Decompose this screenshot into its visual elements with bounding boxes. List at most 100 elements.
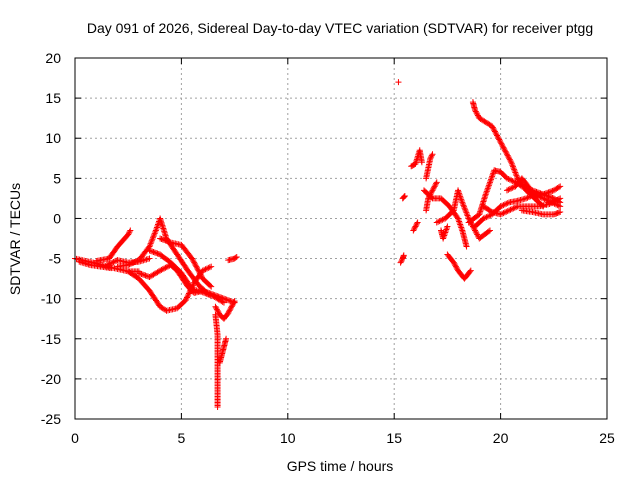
data-point [413, 220, 420, 227]
data-point [214, 403, 221, 410]
data-point [551, 198, 558, 205]
data-point [484, 213, 491, 220]
y-tick-label: -5 [49, 251, 62, 267]
data-point [401, 193, 408, 200]
data-point [150, 249, 157, 256]
data-point [501, 147, 508, 154]
data-point [163, 238, 170, 245]
data-point [506, 186, 513, 193]
data-point [549, 187, 556, 194]
data-point [483, 214, 490, 221]
data-point [451, 260, 458, 267]
data-point [149, 234, 156, 241]
data-point [162, 237, 169, 244]
data-point [507, 157, 514, 164]
data-point [159, 266, 166, 273]
data-point [147, 248, 154, 255]
x-tick-label: 15 [386, 430, 402, 446]
data-point [507, 206, 514, 213]
data-point [511, 166, 518, 173]
data-point [557, 203, 564, 210]
data-point [482, 191, 489, 198]
data-point [225, 310, 232, 317]
data-point [189, 256, 196, 263]
data-point [510, 205, 517, 212]
data-point [208, 263, 215, 270]
data-point [491, 127, 498, 134]
data-point [494, 132, 501, 139]
data-point [395, 79, 402, 86]
data-point [125, 231, 132, 238]
data-point [511, 204, 518, 211]
data-point [152, 228, 159, 235]
data-point [454, 214, 461, 221]
data-point [157, 235, 164, 242]
data-point [161, 237, 168, 244]
data-point [412, 223, 419, 230]
data-point [226, 297, 233, 304]
data-point [485, 183, 492, 190]
data-point [428, 188, 435, 195]
data-point [191, 259, 198, 266]
data-point [496, 136, 503, 143]
data-point [481, 214, 488, 221]
data-point [214, 307, 221, 314]
data-point [411, 226, 418, 233]
data-point [212, 303, 219, 310]
y-axis-label: SDTVAR / TECUs [7, 183, 23, 295]
data-point [512, 170, 519, 177]
data-point [193, 263, 200, 270]
data-point [198, 272, 205, 279]
data-point [149, 236, 156, 243]
data-point [486, 227, 493, 234]
data-point [135, 269, 142, 276]
data-point [110, 258, 117, 265]
data-point [523, 195, 530, 202]
data-point [472, 108, 479, 115]
data-point [183, 295, 190, 302]
data-point [463, 209, 470, 216]
data-point [450, 259, 457, 266]
data-point [548, 188, 555, 195]
data-point [511, 168, 518, 175]
x-tick-label: 25 [599, 430, 615, 446]
data-point [463, 211, 470, 218]
data-point [496, 137, 503, 144]
data-point [499, 141, 506, 148]
data-point [148, 237, 155, 244]
data-point [524, 194, 531, 201]
data-point [508, 185, 515, 192]
data-point [220, 299, 227, 306]
data-point [456, 219, 463, 226]
data-point [508, 206, 515, 213]
y-tick-label: 20 [45, 50, 61, 66]
data-point [506, 176, 513, 183]
data-point [203, 290, 210, 297]
data-point [435, 218, 442, 225]
data-point [504, 152, 511, 159]
data-point [207, 282, 214, 289]
data-point [500, 202, 507, 209]
data-point [458, 225, 465, 232]
data-point [205, 264, 212, 271]
data-point [147, 240, 154, 247]
data-point [133, 258, 140, 265]
data-point [486, 179, 493, 186]
data-point [465, 213, 472, 220]
data-point [462, 208, 469, 215]
data-point [554, 202, 561, 209]
data-point [503, 208, 510, 215]
data-point [149, 248, 156, 255]
data-point [458, 224, 465, 231]
data-point [453, 264, 460, 271]
data-point [473, 109, 480, 116]
data-point [127, 227, 134, 234]
data-point [197, 271, 204, 278]
data-point [138, 270, 145, 277]
data-point [505, 176, 512, 183]
y-tick-label: -25 [41, 411, 61, 427]
data-point [526, 186, 533, 193]
data-point [436, 218, 443, 225]
data-point [131, 258, 138, 265]
